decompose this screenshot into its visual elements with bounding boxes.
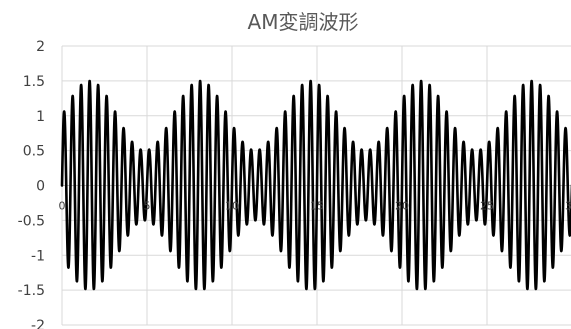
y-tick-label: -2 (31, 318, 45, 329)
x-tick-label: 30 (565, 200, 571, 213)
y-tick-label: 2 (36, 39, 45, 55)
y-tick-label: 0 (36, 179, 45, 195)
x-tick-label: 25 (480, 200, 494, 213)
x-tick-layer: 0 5 10 15 20 25 30 (59, 200, 571, 213)
x-tick-label: 15 (310, 200, 324, 213)
chart-title: AM変調波形 (248, 10, 359, 34)
wave-layer (60, 79, 571, 291)
y-tick-label: 0.5 (23, 144, 45, 160)
x-tick-label: 0 (59, 200, 66, 213)
y-tick-label: 1.5 (23, 74, 45, 90)
y-tick-label: -1 (31, 248, 45, 264)
y-tick-layer: 2 1.5 1 0.5 0 -0.5 -1 -1.5 -2 (18, 39, 45, 329)
y-tick-label: 1 (36, 109, 45, 125)
y-tick-label: -1.5 (18, 283, 45, 299)
x-tick-label: 5 (144, 200, 151, 213)
y-tick-label: -0.5 (18, 213, 45, 229)
x-tick-label: 10 (225, 200, 239, 213)
am-waveform-line (60, 79, 571, 291)
x-tick-label: 20 (395, 200, 409, 213)
